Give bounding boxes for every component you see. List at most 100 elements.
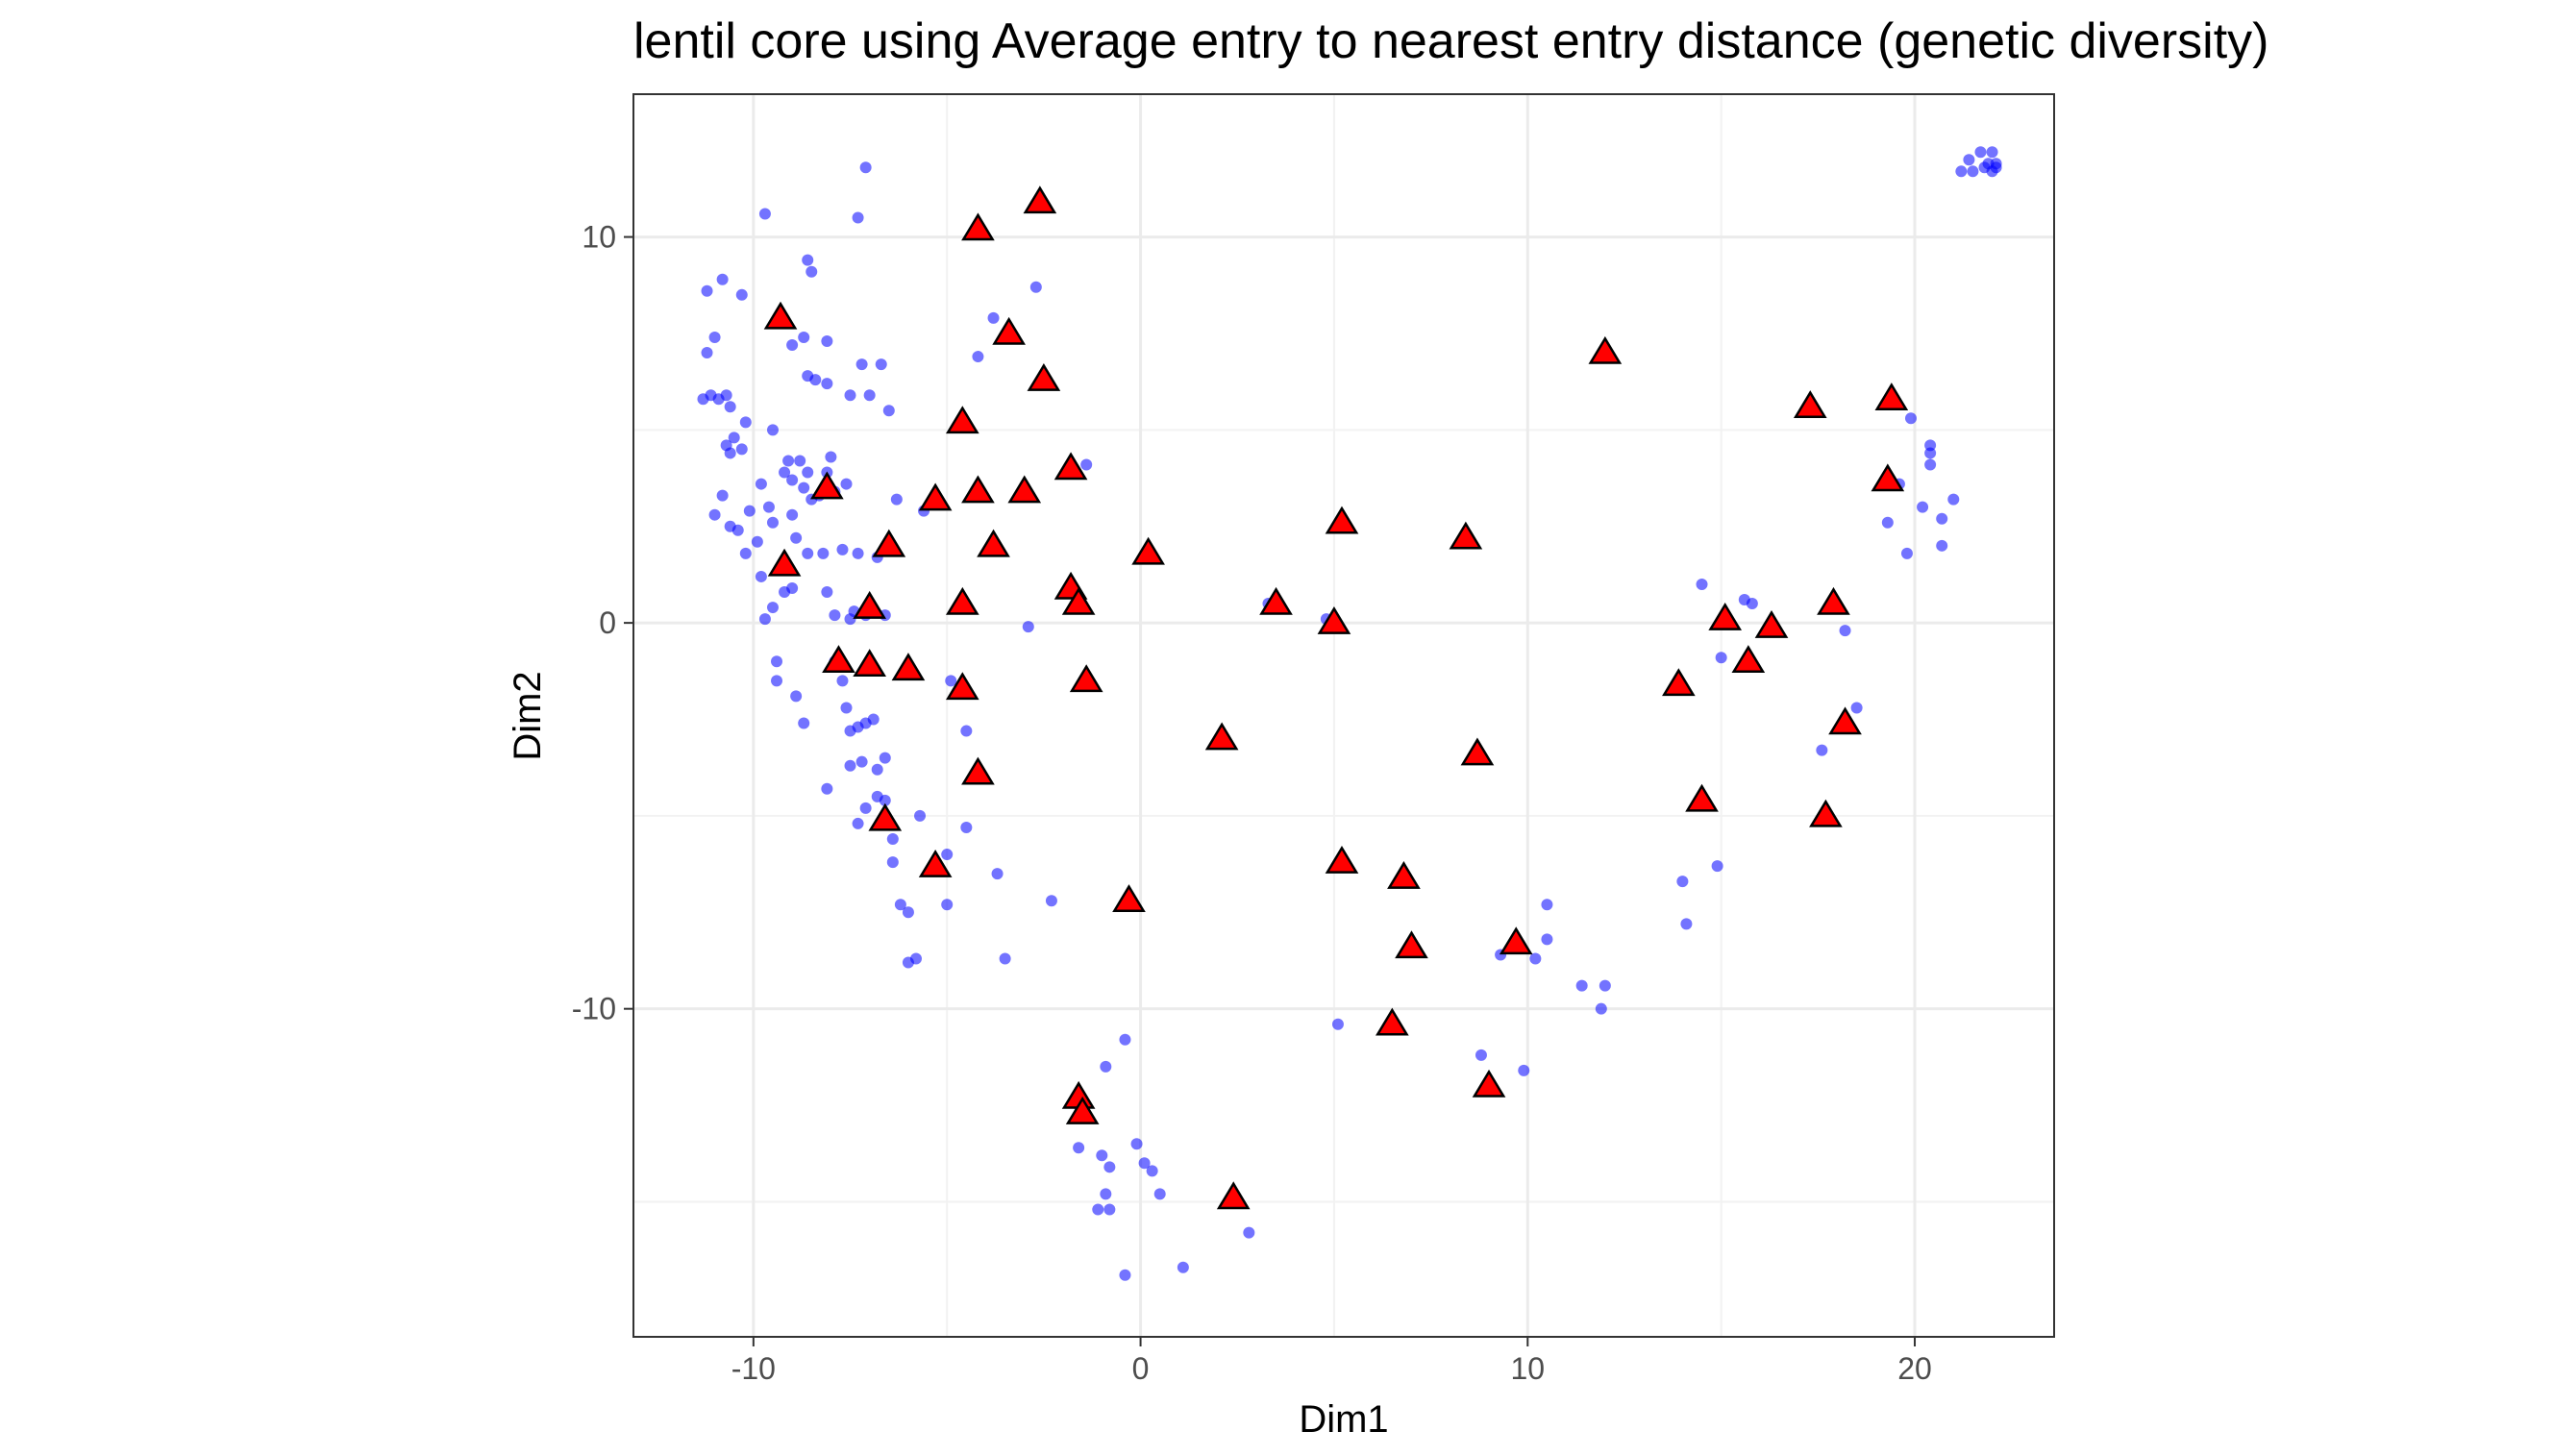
data-point-triangle <box>1472 1069 1506 1098</box>
data-point-circle <box>1599 979 1611 992</box>
data-point-circle <box>972 351 984 363</box>
data-point-triangle <box>1685 783 1719 812</box>
data-point-triangle <box>1112 884 1146 912</box>
data-points <box>697 146 2002 1281</box>
data-point-circle <box>724 447 736 459</box>
data-point-triangle <box>1131 536 1165 565</box>
data-point-circle <box>1936 512 1948 525</box>
data-point-triangle <box>1395 930 1428 959</box>
major-gridlines <box>633 94 2054 1337</box>
data-point-circle <box>798 717 810 729</box>
data-point-triangle <box>977 529 1010 557</box>
data-point-circle <box>802 547 814 559</box>
data-point-circle <box>821 782 833 795</box>
data-point-triangle <box>1204 722 1239 751</box>
data-point-triangle <box>1754 610 1789 638</box>
data-point-circle <box>855 358 868 371</box>
data-point-triangle <box>891 653 926 681</box>
data-point-circle <box>755 570 767 582</box>
data-point-circle <box>879 794 891 806</box>
data-point-triangle <box>918 849 953 877</box>
data-point-circle <box>840 478 853 490</box>
data-point-circle <box>1153 1188 1166 1200</box>
data-point-circle <box>766 516 779 529</box>
data-point-circle <box>1738 594 1750 606</box>
data-point-circle <box>894 899 906 911</box>
data-point-triangle <box>1007 475 1042 504</box>
data-point-circle <box>960 725 973 737</box>
data-point-circle <box>1103 1203 1116 1216</box>
data-point-triangle <box>1793 390 1827 419</box>
data-point-triangle <box>1061 586 1096 615</box>
x-tick-label: 20 <box>1897 1351 1932 1386</box>
data-point-circle <box>708 331 721 343</box>
data-point-triangle <box>868 802 903 831</box>
data-point-circle <box>1092 1203 1104 1216</box>
data-point-circle <box>1986 146 1998 159</box>
data-point-circle <box>1518 1064 1530 1076</box>
data-point-circle <box>1924 439 1937 452</box>
data-point-circle <box>867 713 880 726</box>
data-point-triangle <box>1499 926 1533 955</box>
data-point-circle <box>836 543 849 555</box>
data-point-circle <box>724 401 736 413</box>
y-axis-ticks: -10 0 10 <box>572 220 633 1026</box>
data-point-circle <box>909 952 922 965</box>
data-point-circle <box>1680 918 1693 930</box>
data-point-circle <box>1100 1060 1112 1073</box>
y-tick-label: 10 <box>582 220 616 255</box>
data-point-circle <box>724 520 736 532</box>
data-point-circle <box>1541 933 1553 946</box>
data-point-triangle <box>1069 664 1103 693</box>
data-point-circle <box>790 531 803 544</box>
data-point-circle <box>825 451 837 463</box>
data-point-circle <box>735 288 748 301</box>
data-point-triangle <box>1065 1096 1100 1124</box>
data-point-circle <box>902 906 914 919</box>
data-point-circle <box>1839 625 1851 637</box>
data-point-circle <box>1130 1138 1143 1150</box>
data-point-circle <box>786 339 799 352</box>
data-point-circle <box>771 655 783 668</box>
data-point-circle <box>817 547 830 559</box>
data-point-circle <box>806 265 818 278</box>
data-point-circle <box>1963 154 1975 166</box>
data-point-circle <box>844 389 856 402</box>
data-point-triangle <box>945 406 979 434</box>
data-point-circle <box>1711 860 1723 873</box>
data-point-triangle <box>1708 602 1743 630</box>
data-point-triangle <box>1023 185 1057 214</box>
data-point-triangle <box>1731 645 1766 674</box>
data-point-triangle <box>822 645 855 674</box>
data-point-circle <box>1331 1018 1344 1030</box>
data-point-circle <box>720 389 732 402</box>
x-axis-title: Dim1 <box>1299 1398 1388 1441</box>
data-point-circle <box>798 481 810 494</box>
data-point-triangle <box>1828 706 1862 735</box>
data-point-circle <box>999 952 1011 965</box>
y-axis-title: Dim2 <box>507 671 549 760</box>
data-point-triangle <box>1216 1181 1251 1210</box>
data-point-circle <box>960 821 973 833</box>
data-point-circle <box>879 752 891 764</box>
data-point-circle <box>945 675 957 687</box>
data-point-circle <box>782 455 795 467</box>
data-point-circle <box>859 802 872 814</box>
data-point-circle <box>1924 458 1937 471</box>
data-point-circle <box>890 493 903 506</box>
x-axis-ticks: -10 0 10 20 <box>731 1337 1932 1386</box>
data-point-circle <box>1676 876 1689 888</box>
data-point-triangle <box>1259 586 1293 615</box>
data-point-triangle <box>1662 668 1696 697</box>
data-point-circle <box>786 508 799 521</box>
data-point-circle <box>1100 1188 1112 1200</box>
data-point-circle <box>829 609 841 622</box>
data-point-triangle <box>1325 845 1359 874</box>
data-point-circle <box>1881 516 1894 529</box>
data-point-triangle <box>961 212 995 241</box>
data-point-triangle <box>1325 506 1359 534</box>
data-point-circle <box>852 817 864 829</box>
data-point-circle <box>708 508 721 521</box>
y-tick-label: -10 <box>572 992 616 1026</box>
data-point-circle <box>821 378 833 390</box>
